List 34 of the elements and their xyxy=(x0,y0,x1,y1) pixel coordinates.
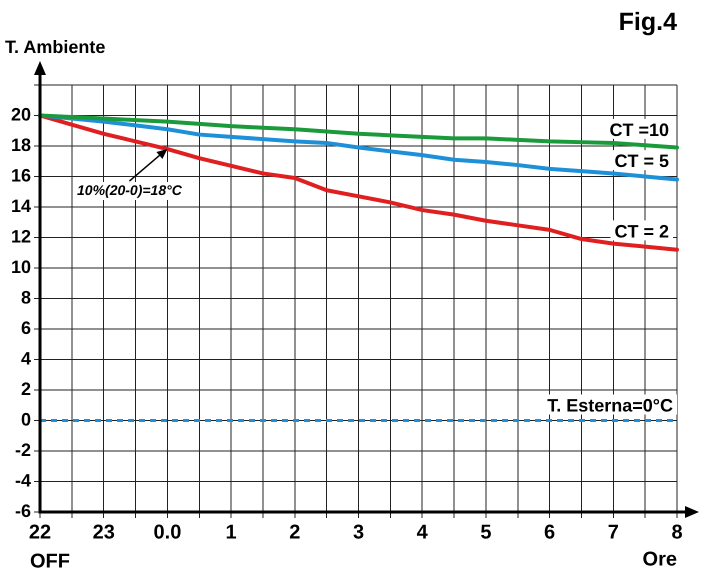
y-tick-label: 20 xyxy=(10,104,32,124)
y-tick-label: 0 xyxy=(21,409,32,430)
series-label: CT = 5 xyxy=(614,151,669,172)
series-label: CT =10 xyxy=(609,120,669,140)
x-tick-label: 5 xyxy=(480,522,492,544)
y-tick-label: 4 xyxy=(21,348,32,368)
y-tick-label: -6 xyxy=(15,500,32,521)
y-tick-label: 12 xyxy=(10,226,32,246)
x-tick-label: 1 xyxy=(226,522,237,544)
x-tick-label: 7 xyxy=(608,522,619,544)
y-tick-label: -4 xyxy=(15,470,32,490)
x-tick-label: 0.0 xyxy=(154,522,182,544)
x-axis-title: Ore xyxy=(642,548,677,571)
y-tick-label: 16 xyxy=(10,165,32,186)
series-label: CT = 2 xyxy=(614,221,669,242)
y-tick-label: 14 xyxy=(10,196,32,216)
y-axis-title: T. Ambiente xyxy=(5,36,106,57)
text: OFF xyxy=(30,550,70,573)
chart-title: Fig.4 xyxy=(618,8,678,36)
x-tick-label: 3 xyxy=(352,522,364,544)
y-tick-label: 8 xyxy=(21,287,32,308)
y-tick-label: 6 xyxy=(21,318,32,338)
x-tick-label: 6 xyxy=(544,522,556,544)
y-tick-label: 18 xyxy=(10,134,32,155)
y-tick-label: 2 xyxy=(21,378,32,399)
x-tick-label: 23 xyxy=(92,522,115,544)
x-tick-label: 22 xyxy=(28,522,52,544)
x-tick-label: 8 xyxy=(671,522,683,544)
x-tick-label: 2 xyxy=(289,522,300,544)
annotation: 10%(20-0)=18°C xyxy=(77,182,183,198)
x-tick-label: 4 xyxy=(416,522,429,544)
y-tick-label: -2 xyxy=(15,440,32,460)
ref-line-label: T. Esterna=0°C xyxy=(547,395,673,416)
y-tick-label: 10 xyxy=(10,256,32,277)
